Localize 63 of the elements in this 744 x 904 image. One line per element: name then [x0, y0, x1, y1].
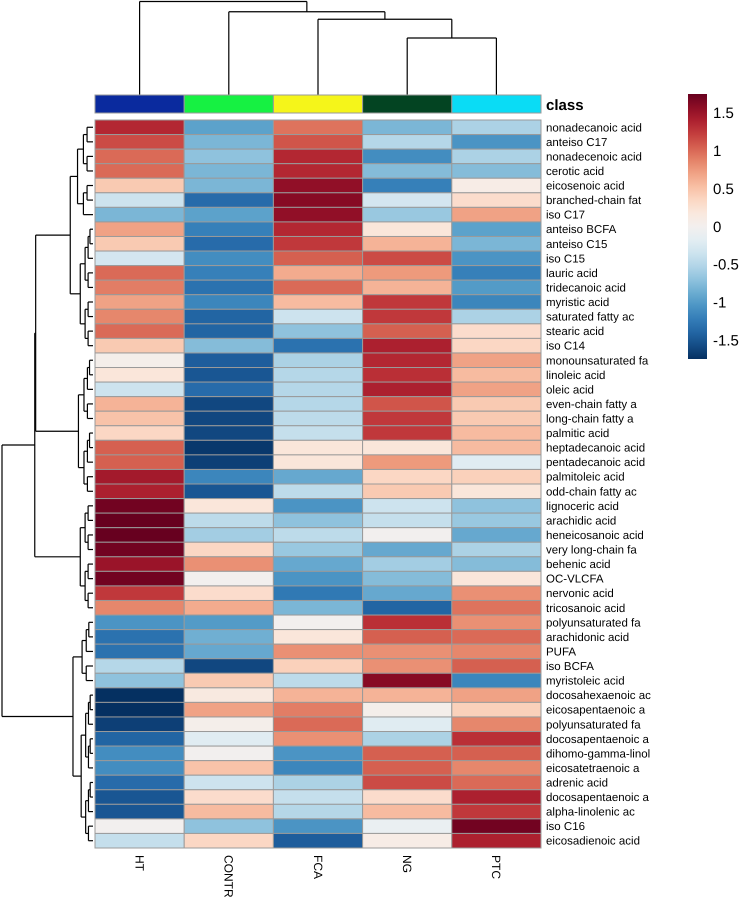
y-tick-label: arachidonic acid: [546, 632, 630, 644]
x-tick-label: PTC: [489, 855, 504, 880]
y-tick-label: monounsaturated fa: [546, 355, 649, 368]
y-tick-label: heptadecanoic acid: [546, 442, 646, 455]
y-tick-label: anteiso BCFA: [546, 224, 617, 236]
x-tick-label: HT: [132, 855, 146, 872]
y-tick-label: tricosanoic acid: [546, 602, 626, 615]
text: class: [546, 97, 584, 114]
x-tick-label: NG: [400, 855, 414, 873]
y-tick-label: lignoceric acid: [546, 500, 619, 513]
y-tick-label: nonadecenoic acid: [546, 151, 642, 164]
y-tick-label: adrenic acid: [546, 778, 608, 790]
y-tick-label: alpha-linolenic ac: [546, 806, 636, 819]
y-tick-label: myristoleic acid: [546, 676, 625, 688]
y-tick-label: eicosenoic acid: [546, 180, 625, 193]
y-tick-label: iso BCFA: [546, 661, 594, 674]
y-tick-label: stearic acid: [546, 326, 604, 338]
y-tick-label: anteiso C17: [546, 136, 608, 149]
y-tick-label: iso C16: [546, 821, 585, 834]
y-tick-label: docosahexaenoic ac: [546, 690, 652, 702]
y-tick-label: behenic acid: [546, 559, 611, 572]
y-tick-label: very long-chain fa: [546, 544, 638, 557]
x-tick-label: CONTR: [222, 855, 236, 898]
y-tick-label: palmitic acid: [546, 428, 610, 440]
y-tick-label: heneicosanoic acid: [546, 530, 644, 542]
color-bar-label: 0: [713, 218, 722, 236]
color-bar-label: -0.5: [713, 256, 739, 274]
y-tick-label: nonadecanoic acid: [546, 122, 642, 134]
y-tick-label: odd-chain fatty ac: [546, 486, 638, 498]
y-tick-label: long-chain fatty a: [546, 414, 634, 426]
y-tick-label: cerotic acid: [546, 166, 604, 178]
y-tick-label: linoleic acid: [546, 370, 606, 382]
y-tick-label: eicosapentaenoic a: [546, 704, 646, 717]
y-tick-label: branched-chain fat: [546, 195, 642, 208]
y-tick-label: anteiso C15: [546, 238, 608, 251]
x-tick-label: FCA: [310, 855, 325, 879]
y-tick-label: eicosadienoic acid: [546, 836, 640, 848]
y-tick-label: pentadecanoic acid: [546, 457, 646, 470]
y-tick-label: nervonic acid: [546, 588, 614, 600]
y-tick-label: dihomo-gamma-linol: [546, 748, 650, 760]
y-tick-label: tridecanoic acid: [546, 282, 626, 294]
y-tick-label: palmitoleic acid: [546, 472, 625, 484]
y-tick-label: OC-VLCFA: [546, 574, 604, 586]
color-bar-label: 0.5: [713, 180, 734, 198]
y-tick-label: saturated fatty ac: [546, 312, 634, 324]
y-tick-label: iso C14: [546, 340, 586, 353]
y-tick-label: polyunsaturated fa: [546, 719, 642, 732]
y-tick-label: iso C15: [546, 253, 585, 266]
color-bar-label: 1: [713, 143, 722, 160]
y-tick-label: docosapentaenoic a: [546, 734, 650, 746]
y-tick-label: docosapentaenoic a: [546, 792, 650, 804]
y-tick-label: arachidic acid: [546, 515, 616, 528]
y-tick-label: oleic acid: [546, 384, 594, 396]
y-tick-label: even-chain fatty a: [546, 398, 638, 411]
color-bar-label: 1.5: [713, 105, 734, 122]
y-tick-label: polyunsaturated fa: [546, 617, 642, 630]
y-tick-label: iso C17: [546, 210, 585, 222]
color-bar-label: -1.5: [713, 332, 739, 350]
y-tick-label: eicosatetraenoic a: [546, 762, 640, 775]
y-tick-label: lauric acid: [546, 268, 598, 280]
y-tick-label: myristic acid: [546, 297, 610, 310]
color-bar-label: -1: [713, 294, 726, 312]
y-tick-label: PUFA: [546, 646, 576, 658]
